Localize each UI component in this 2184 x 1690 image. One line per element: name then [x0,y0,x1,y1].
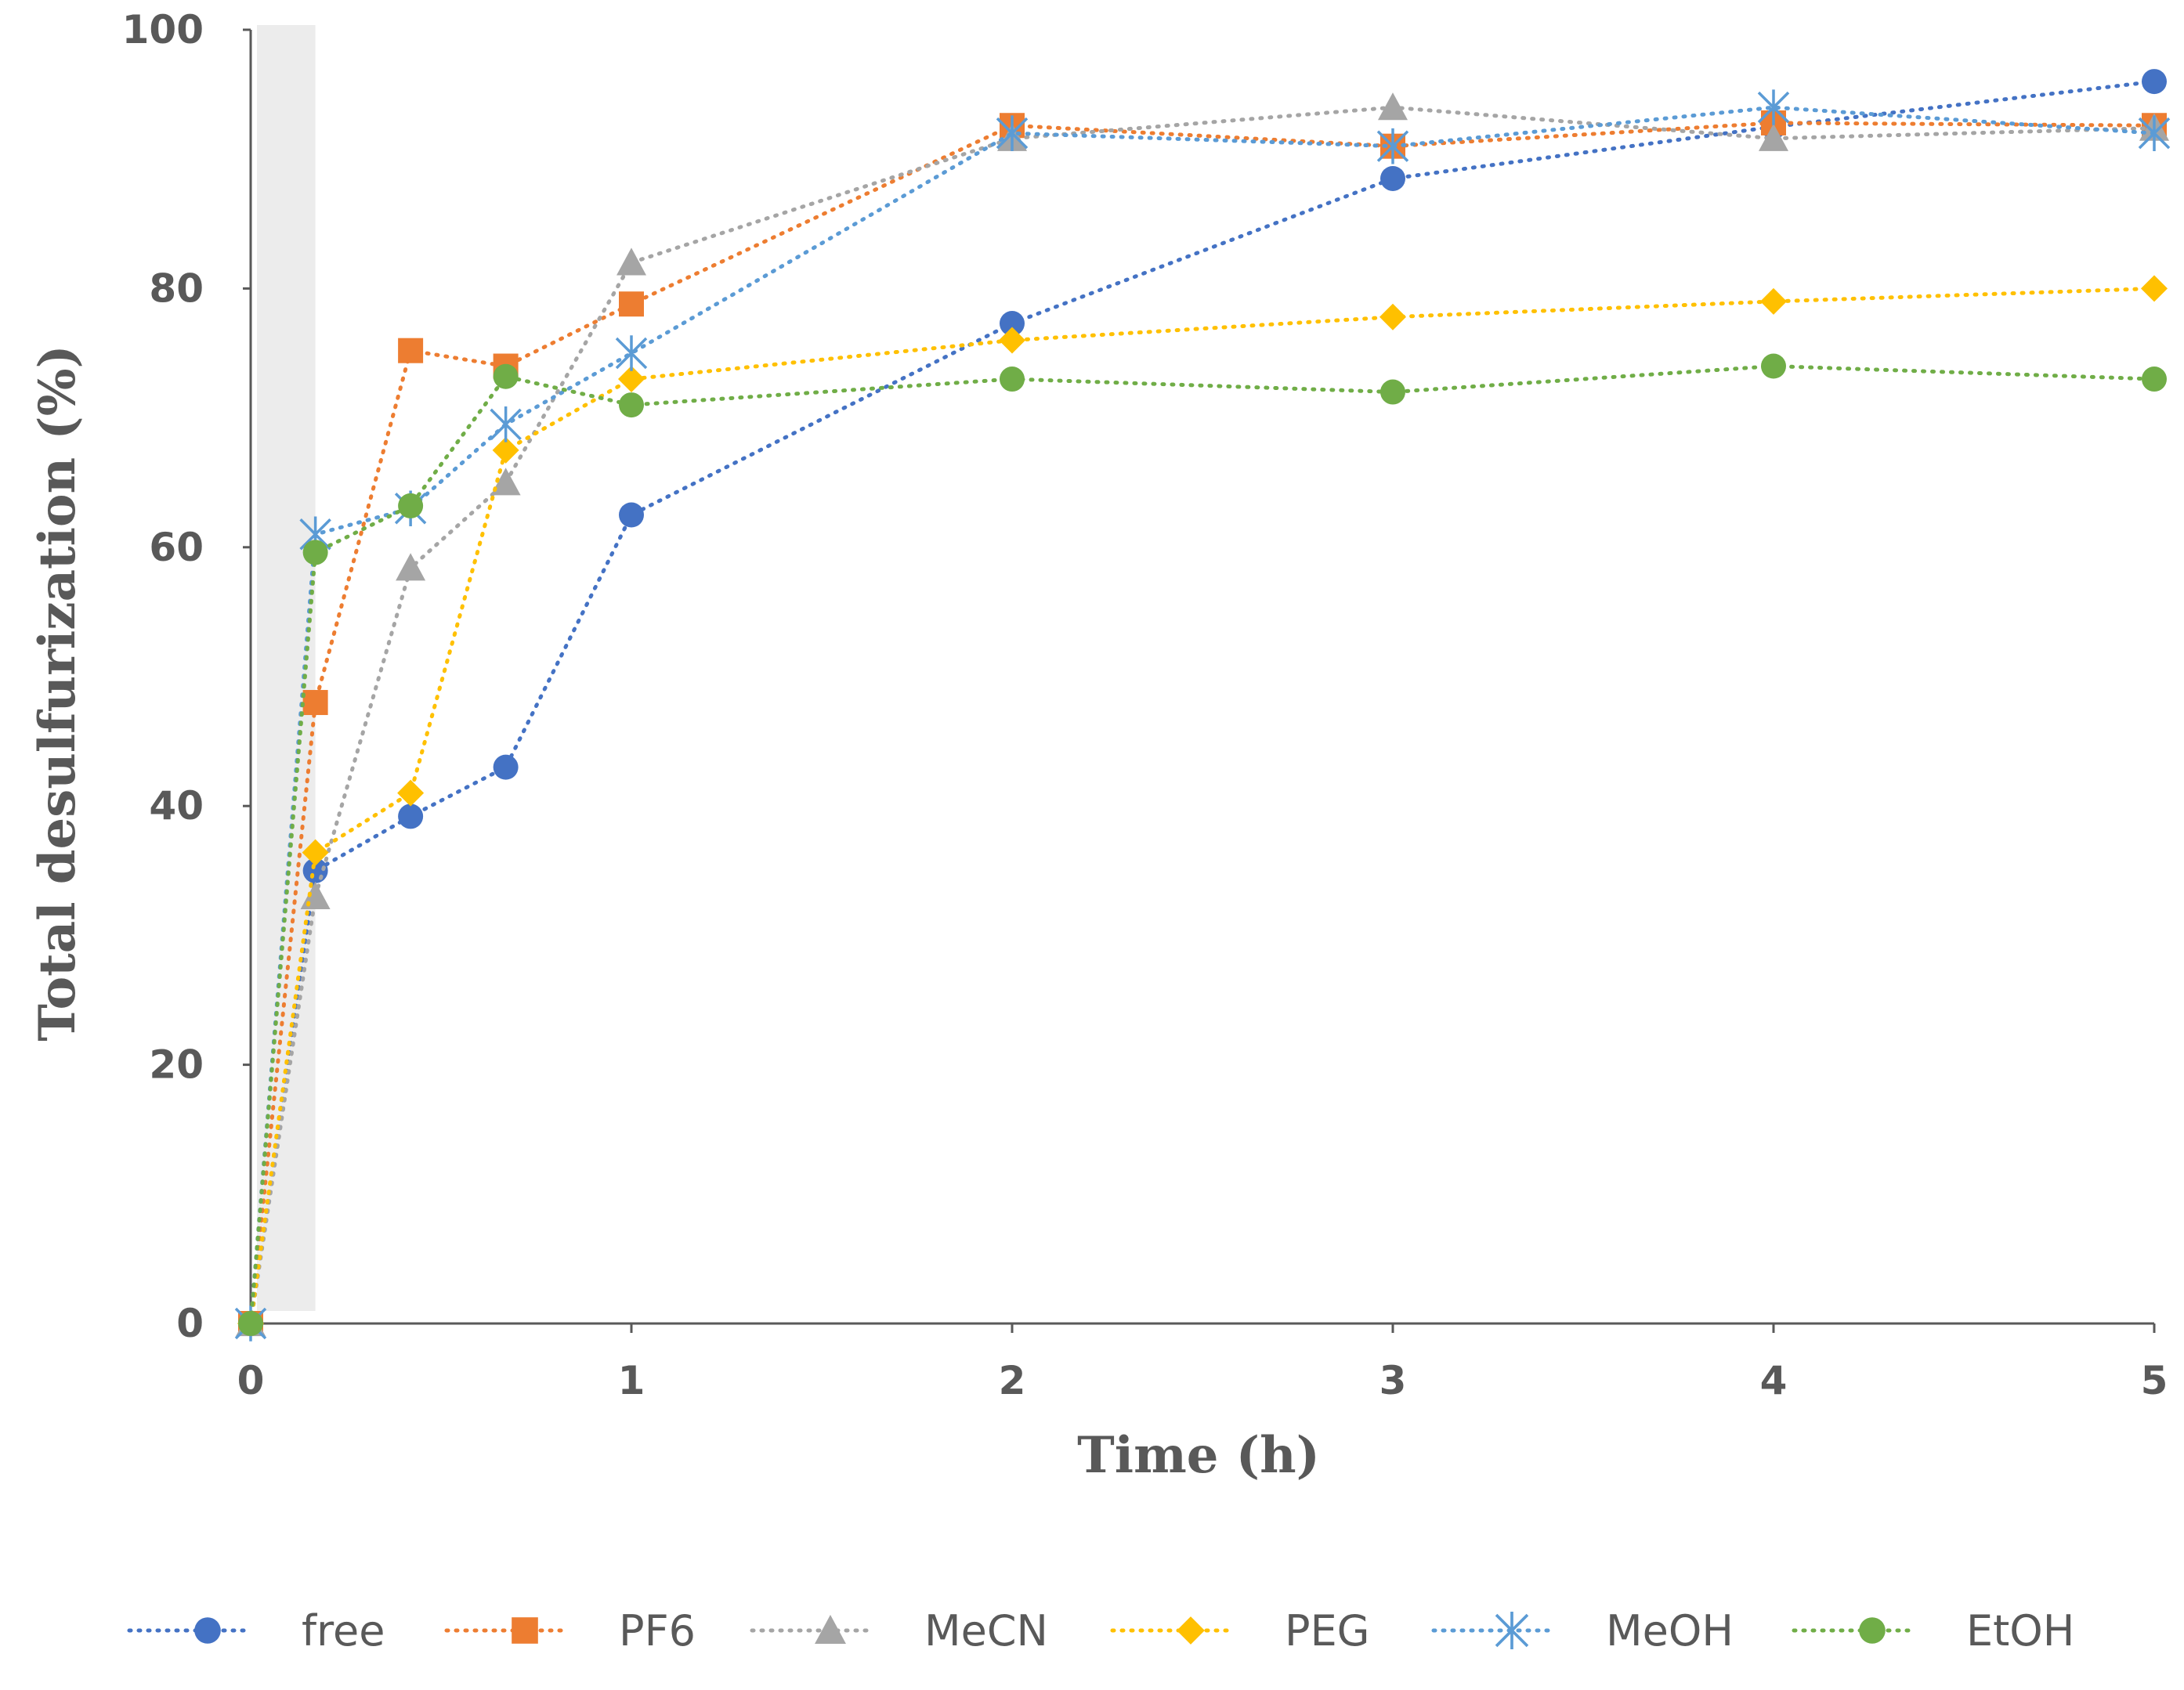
y-axis-title: Total desulfurization (%) [28,345,87,1042]
data-point-peg [2141,275,2168,302]
legend-marker [512,1617,538,1644]
legend-label: MeCN [924,1606,1048,1656]
legend-item-pf6: PF6 [444,1606,696,1656]
data-point-peg [492,436,519,464]
legend-label: MeOH [1606,1606,1734,1656]
y-tick-label: 100 [122,7,204,52]
data-point-pf6 [619,291,644,317]
legend-item-mecn: MeCN [750,1606,1048,1656]
y-tick-label: 40 [149,783,204,829]
data-point-etoh [1000,367,1025,392]
data-point-mecn [617,247,646,276]
y-tick-label: 60 [149,525,204,570]
x-tick-label: 3 [1379,1358,1407,1403]
data-point-etoh [302,540,328,565]
ticks: 0 20 40 60 80 100 0 1 2 3 4 5 [122,7,2168,1403]
legend-label: free [302,1606,385,1656]
data-point-mecn [1759,123,1788,151]
data-point-etoh [238,1311,263,1336]
x-axis-title: Time (h) [1077,1426,1320,1485]
series-etoh [238,353,2167,1336]
data-point-mecn [1378,92,1408,121]
data-point-mecn [490,468,521,496]
legend-label: PF6 [619,1606,696,1656]
x-tick-label: 2 [999,1358,1026,1403]
legend-marker [1177,1616,1205,1645]
data-point-etoh [398,493,424,518]
legend-item-peg: PEG [1110,1606,1370,1656]
legend: free PF6 MeCN PEG MeOH EtOH [127,1606,2074,1656]
data-point-etoh [2142,367,2167,392]
data-point-pf6 [398,338,424,363]
data-point-meoh [490,406,522,442]
data-point-etoh [1761,353,1786,379]
series-line-meoh [248,105,2157,1326]
y-tick-label: 20 [149,1042,204,1088]
data-point-free [493,754,519,780]
data-point-meoh [1376,128,1409,164]
legend-label: EtOH [1966,1606,2074,1656]
data-point-peg [999,327,1025,354]
data-point-peg [1760,287,1787,315]
legend-marker [815,1615,846,1644]
data-point-free [1000,311,1025,337]
series-meoh [234,89,2171,1342]
x-tick-label: 0 [237,1358,265,1403]
series-free [238,69,2167,1336]
data-point-free [1380,165,1405,191]
legend-marker [1495,1612,1529,1649]
data-point-pf6 [302,690,328,716]
series-line-etoh [248,364,2157,1326]
y-tick-label: 80 [149,265,204,311]
data-point-peg [1379,303,1406,330]
data-point-free [619,502,644,528]
series-line-pf6 [248,121,2157,1326]
series-mecn [236,92,2169,1337]
legend-item-free: free [127,1606,385,1656]
legend-label: PEG [1285,1606,1370,1656]
data-point-free [2142,69,2167,95]
data-point-peg [618,366,645,393]
data-point-etoh [1380,379,1405,405]
legend-item-meoh: MeOH [1431,1606,1734,1656]
legend-marker [1859,1617,1886,1644]
data-point-peg [302,839,329,866]
axes [249,30,2154,1325]
data-point-free [398,803,424,829]
data-point-meoh [996,115,1029,151]
legend-item-etoh: EtOH [1792,1606,2074,1656]
x-tick-label: 5 [2141,1358,2168,1403]
series-group [234,69,2171,1342]
data-point-etoh [619,392,644,418]
data-point-meoh [615,335,648,371]
data-point-etoh [493,363,519,389]
data-point-peg [397,779,425,807]
data-point-meoh [2138,115,2171,151]
series-line-peg [248,286,2157,1326]
x-tick-label: 1 [618,1358,645,1403]
data-point-meoh [1757,89,1790,125]
series-peg [237,275,2168,1337]
series-line-mecn [248,105,2157,1326]
data-point-mecn [396,553,426,581]
series-line-free [248,79,2157,1326]
x-tick-label: 4 [1760,1358,1788,1403]
legend-marker [194,1617,221,1644]
y-tick-label: 0 [176,1301,204,1346]
